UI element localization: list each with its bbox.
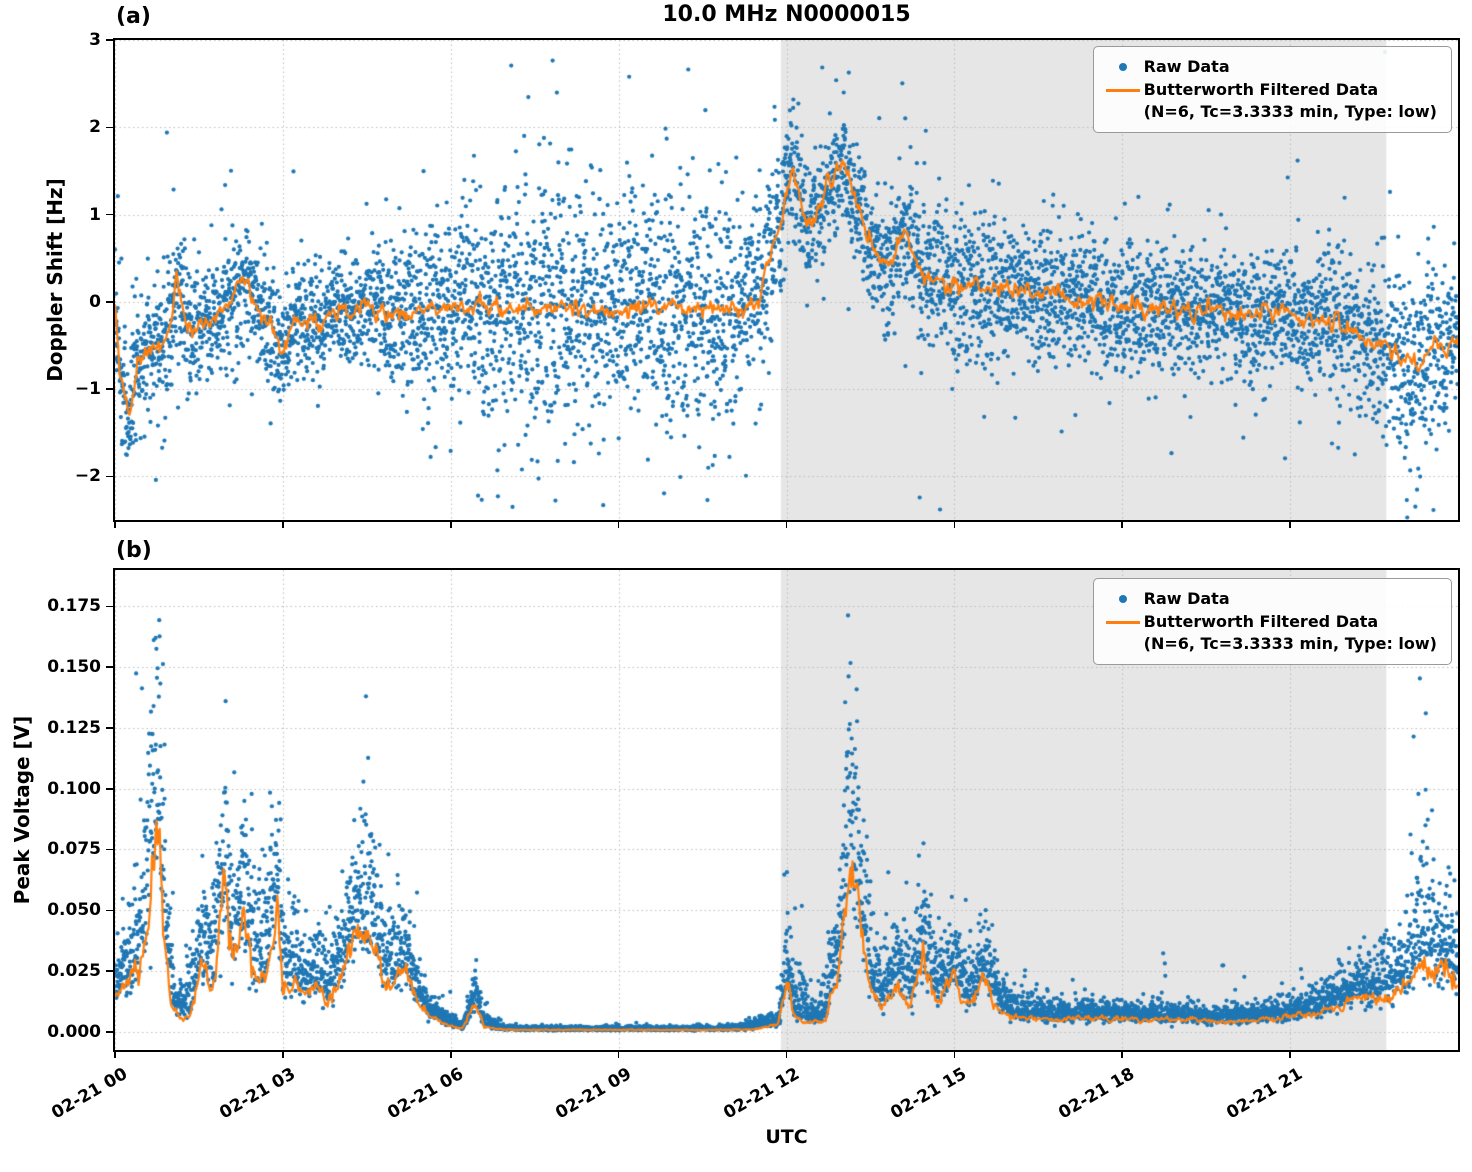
y-tick-mark xyxy=(106,727,115,729)
y-tick-label: 3 xyxy=(89,30,101,50)
x-tick-mark xyxy=(282,520,284,528)
x-tick-mark xyxy=(1289,1050,1291,1058)
y-tick-mark xyxy=(106,39,115,41)
figure-title: 10.0 MHz N0000015 xyxy=(662,2,911,27)
x-tick-mark xyxy=(953,1050,956,1058)
y-tick-mark xyxy=(106,126,115,129)
legend-raw-label: Raw Data xyxy=(1143,589,1230,608)
x-tick-mark xyxy=(449,1050,452,1058)
x-tick-label: 02-21 03 xyxy=(216,1064,299,1124)
legend-row-raw: Raw Data xyxy=(1102,56,1437,78)
x-tick-mark xyxy=(114,1050,116,1058)
x-tick-mark xyxy=(785,1050,788,1058)
y-tick-label: 0.150 xyxy=(47,657,101,678)
legend-raw-label: Raw Data xyxy=(1143,57,1230,76)
y-tick-mark xyxy=(106,388,115,390)
legend-row-raw: Raw Data xyxy=(1102,588,1437,610)
x-tick-label: 02-21 18 xyxy=(1055,1064,1139,1124)
legend-row-filtered: Butterworth Filtered Data (N=6, Tc=3.333… xyxy=(1102,611,1437,655)
y-tick-label: 1 xyxy=(89,204,101,225)
y-tick-label: 0.075 xyxy=(47,839,101,860)
y-tick-label: 0.050 xyxy=(47,900,101,921)
panel-a-legend: Raw Data Butterworth Filtered Data (N=6,… xyxy=(1092,46,1452,133)
y-tick-mark xyxy=(106,1031,115,1033)
panel-b-legend: Raw Data Butterworth Filtered Data (N=6,… xyxy=(1092,578,1452,665)
y-tick-label: −1 xyxy=(74,379,101,400)
raw-data-dot-marker xyxy=(1102,588,1144,610)
x-axis-label: UTC xyxy=(765,1126,808,1148)
y-tick-mark xyxy=(106,909,115,912)
x-tick-mark xyxy=(1289,520,1291,528)
x-tick-mark xyxy=(114,520,116,528)
x-tick-label: 02-21 12 xyxy=(719,1064,803,1124)
x-tick-label: 02-21 06 xyxy=(384,1064,467,1124)
panel-b-y-axis-label: Peak Voltage [V] xyxy=(10,715,34,905)
y-tick-mark xyxy=(106,605,115,608)
x-tick-label: 02-21 09 xyxy=(551,1064,635,1124)
x-tick-label: 02-21 00 xyxy=(48,1064,131,1124)
filtered-data-line-marker xyxy=(1102,79,1144,101)
y-tick-mark xyxy=(106,475,115,478)
y-tick-label: 0 xyxy=(89,291,101,312)
y-tick-mark xyxy=(106,301,115,303)
legend-row-filtered: Butterworth Filtered Data (N=6, Tc=3.333… xyxy=(1102,79,1437,123)
x-tick-mark xyxy=(1121,1050,1124,1058)
x-tick-mark xyxy=(282,1050,284,1058)
y-tick-label: 0.025 xyxy=(47,961,101,981)
panel-b-label: (b) xyxy=(116,538,152,563)
x-tick-mark xyxy=(1121,520,1124,528)
x-tick-mark xyxy=(449,520,452,528)
x-tick-label: 02-21 15 xyxy=(887,1064,971,1124)
y-tick-mark xyxy=(106,970,115,972)
y-tick-label: −2 xyxy=(74,466,101,487)
legend-filtered-label: Butterworth Filtered Data (N=6, Tc=3.333… xyxy=(1143,80,1437,121)
y-tick-mark xyxy=(106,787,115,790)
filtered-data-line-marker xyxy=(1102,611,1144,633)
y-tick-mark xyxy=(106,848,115,851)
x-tick-label: 02-21 21 xyxy=(1223,1064,1307,1124)
y-tick-label: 0.100 xyxy=(47,778,101,799)
y-tick-label: 2 xyxy=(89,117,101,138)
y-tick-label: 0.175 xyxy=(47,596,101,617)
legend-filtered-label: Butterworth Filtered Data (N=6, Tc=3.333… xyxy=(1143,612,1437,653)
x-tick-mark xyxy=(953,520,956,528)
y-tick-label: 0.125 xyxy=(47,717,101,738)
raw-data-dot-marker xyxy=(1102,56,1144,78)
y-tick-label: 0.000 xyxy=(47,1021,101,1042)
y-tick-mark xyxy=(106,213,115,216)
x-tick-mark xyxy=(785,520,788,528)
x-tick-mark xyxy=(617,520,620,528)
panel-a-label: (a) xyxy=(116,4,151,29)
y-tick-mark xyxy=(106,666,115,669)
x-tick-mark xyxy=(617,1050,620,1058)
